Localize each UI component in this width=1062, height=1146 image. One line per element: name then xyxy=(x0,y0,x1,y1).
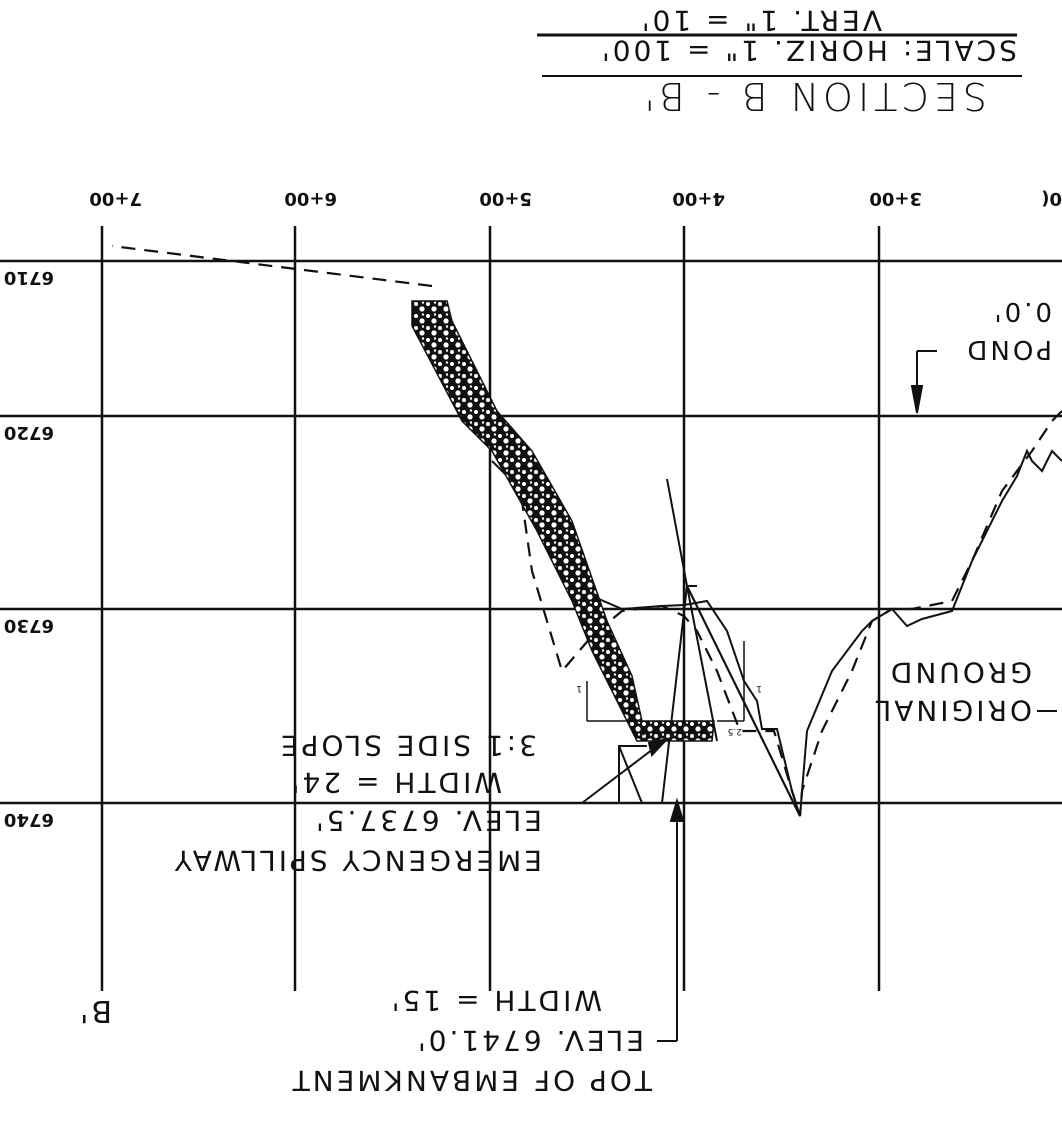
slope-ratio-label: 1 xyxy=(576,683,582,693)
station-label: 5+00 xyxy=(479,188,532,209)
top-dashed-line xyxy=(111,244,433,288)
spillway-elevation-label: ELEV. 6737.5' xyxy=(313,804,542,837)
elevation-labels: 6710 6720 6730 6740 xyxy=(4,267,54,830)
top-leader xyxy=(657,797,685,1042)
slope-ratio-label: 1 xyxy=(756,683,762,693)
slope-triangle-left xyxy=(717,641,745,722)
grid xyxy=(0,226,1062,991)
station-label: 7+00 xyxy=(89,188,142,209)
slope-triangle-right xyxy=(586,681,642,722)
top-width-label: WIDTH = 15' xyxy=(389,984,602,1017)
section-end-marker: B' xyxy=(77,993,112,1028)
pond-label: POND xyxy=(964,334,1052,364)
elevation-label: 6710 xyxy=(4,267,54,288)
pond-elevation-label: 0.0' xyxy=(992,296,1053,326)
embankment-bottom xyxy=(642,585,697,804)
embankment-frame xyxy=(618,745,647,803)
elevation-label: 6740 xyxy=(4,809,54,830)
station-label: 3+00 xyxy=(869,188,922,209)
spillway-width-label: WIDTH = 24' xyxy=(289,766,502,799)
original-ground-label: GROUND xyxy=(888,656,1032,689)
spillway-name-label: EMERGENCY SPILLWAY xyxy=(172,844,542,877)
elevation-label: 6720 xyxy=(4,422,54,443)
top-name-label: TOP OF EMBANKMENT xyxy=(290,1064,653,1097)
slope-ratio-label: 2.5 xyxy=(728,726,742,736)
station-labels: 7+00 6+00 5+00 4+00 3+00 0( xyxy=(89,188,1062,209)
top-elevation-label: ELEV. 6741.0' xyxy=(415,1024,644,1057)
station-label: 6+00 xyxy=(284,188,337,209)
title-block: SECTION B - B' SCALE: HORIZ. 1" = 100' V… xyxy=(537,4,1022,118)
spillway-slope-label: 3:1 SIDE SLOPE xyxy=(278,729,537,762)
riprap-band xyxy=(411,300,715,742)
station-label: 4+00 xyxy=(672,188,725,209)
original-ground-line xyxy=(491,448,1062,817)
spillway-side xyxy=(686,585,718,742)
original-ground-label: ORIGINAL xyxy=(873,694,1032,727)
elevation-label: 6730 xyxy=(4,615,54,636)
pond-arrow xyxy=(910,350,937,414)
station-label: 0( xyxy=(1041,188,1062,209)
scale-vertical: VERT. 1" = 10' xyxy=(639,4,882,37)
slope-ratio-label: 4 xyxy=(641,726,647,736)
spillway-leader xyxy=(552,737,670,804)
section-title: SECTION B - B' xyxy=(639,74,987,118)
scale-horizontal: SCALE: HORIZ. 1" = 100' xyxy=(599,34,1017,67)
embankment-section xyxy=(618,478,801,817)
